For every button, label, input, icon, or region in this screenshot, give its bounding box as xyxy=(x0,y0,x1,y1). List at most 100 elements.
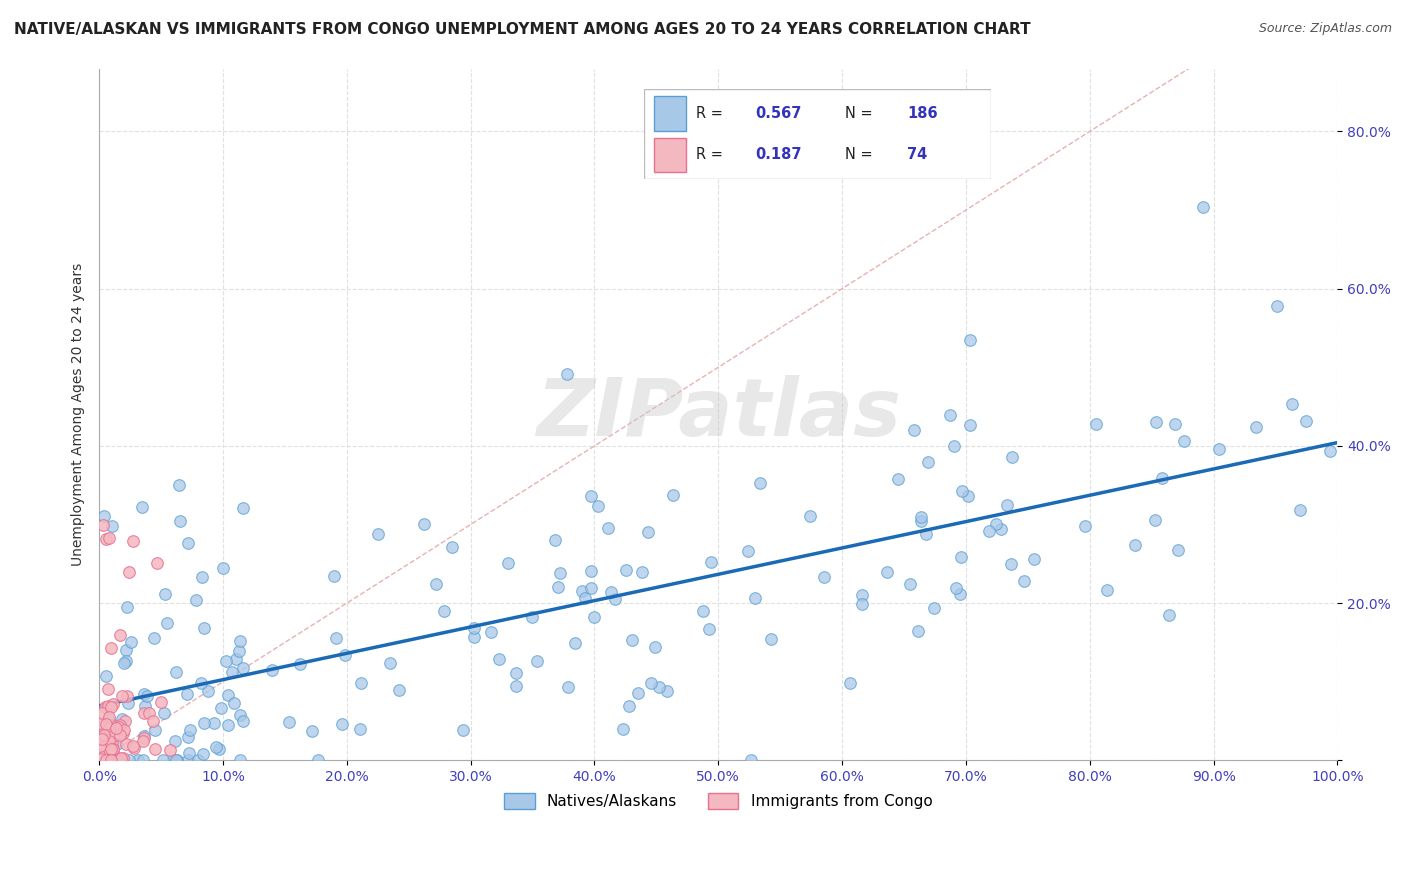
Point xyxy=(1289,503,1312,517)
Point xyxy=(1265,299,1288,313)
Point xyxy=(100,640,122,655)
Point xyxy=(156,616,179,631)
Point xyxy=(142,632,165,646)
Point xyxy=(100,700,122,714)
Point xyxy=(640,676,662,690)
Point xyxy=(887,472,910,486)
Point xyxy=(105,723,128,737)
Point xyxy=(232,500,254,515)
Point xyxy=(105,737,128,751)
Point xyxy=(851,597,873,611)
Point xyxy=(557,680,579,694)
Point xyxy=(202,716,225,731)
Point xyxy=(1000,558,1022,572)
Point xyxy=(612,723,634,737)
Point xyxy=(621,633,644,648)
Point xyxy=(94,728,117,742)
Point xyxy=(463,621,485,635)
Point xyxy=(103,747,125,761)
Point xyxy=(204,740,226,755)
Point xyxy=(177,731,200,745)
Point xyxy=(153,586,176,600)
Point xyxy=(179,723,201,738)
Point xyxy=(737,544,759,558)
Point xyxy=(90,739,112,754)
Point xyxy=(586,499,609,513)
Point xyxy=(143,741,166,756)
Point xyxy=(93,740,115,755)
Point xyxy=(655,684,678,698)
Point xyxy=(91,744,114,758)
Point xyxy=(98,724,121,739)
Point xyxy=(104,753,127,767)
Point xyxy=(89,716,111,731)
Point xyxy=(799,508,821,523)
Point xyxy=(98,743,121,757)
Point xyxy=(211,561,233,575)
Point xyxy=(614,563,637,577)
Point xyxy=(153,706,176,720)
Point xyxy=(1173,434,1195,448)
Point xyxy=(191,570,214,584)
Point xyxy=(228,644,250,658)
Point xyxy=(111,753,134,767)
Point xyxy=(748,475,770,490)
Point xyxy=(564,636,586,650)
Point xyxy=(96,753,118,767)
Point xyxy=(165,753,187,767)
Point xyxy=(108,720,131,734)
Point xyxy=(288,657,311,671)
Point xyxy=(97,748,120,763)
Point xyxy=(740,753,762,767)
Point xyxy=(977,524,1000,539)
Point xyxy=(350,676,373,690)
Point xyxy=(103,753,125,767)
Point xyxy=(555,367,578,381)
Point xyxy=(100,742,122,756)
Text: ZIPatlas: ZIPatlas xyxy=(536,376,901,453)
Point xyxy=(335,648,357,662)
Point xyxy=(1167,543,1189,558)
Point xyxy=(142,714,165,728)
Point xyxy=(134,687,156,701)
Point xyxy=(388,683,411,698)
Point xyxy=(648,680,671,694)
Point xyxy=(596,521,619,535)
Point xyxy=(323,568,346,582)
Point xyxy=(176,687,198,701)
Point xyxy=(692,604,714,618)
Point xyxy=(581,489,603,503)
Point xyxy=(115,599,138,614)
Point xyxy=(260,664,283,678)
Point xyxy=(488,652,510,666)
Point xyxy=(122,741,145,756)
Point xyxy=(1144,415,1167,429)
Point xyxy=(150,695,173,709)
Point xyxy=(950,484,973,499)
Point xyxy=(143,723,166,737)
Point xyxy=(111,726,134,740)
Point xyxy=(697,623,720,637)
Point xyxy=(110,750,132,764)
Point xyxy=(425,576,447,591)
Point xyxy=(1244,419,1267,434)
Point xyxy=(132,734,155,748)
Point xyxy=(413,516,436,531)
Point xyxy=(101,518,124,533)
Point xyxy=(101,742,124,756)
Point xyxy=(505,666,527,681)
Point xyxy=(115,737,138,751)
Point xyxy=(165,733,187,747)
Point xyxy=(127,753,149,767)
Point xyxy=(1150,471,1173,485)
Point xyxy=(544,533,567,548)
Point xyxy=(100,735,122,749)
Point xyxy=(117,696,139,710)
Point xyxy=(433,604,456,618)
Point xyxy=(1164,417,1187,431)
Point xyxy=(131,753,153,767)
Point xyxy=(949,549,972,564)
Point xyxy=(134,729,156,743)
Point xyxy=(169,514,191,528)
Point xyxy=(325,631,347,645)
